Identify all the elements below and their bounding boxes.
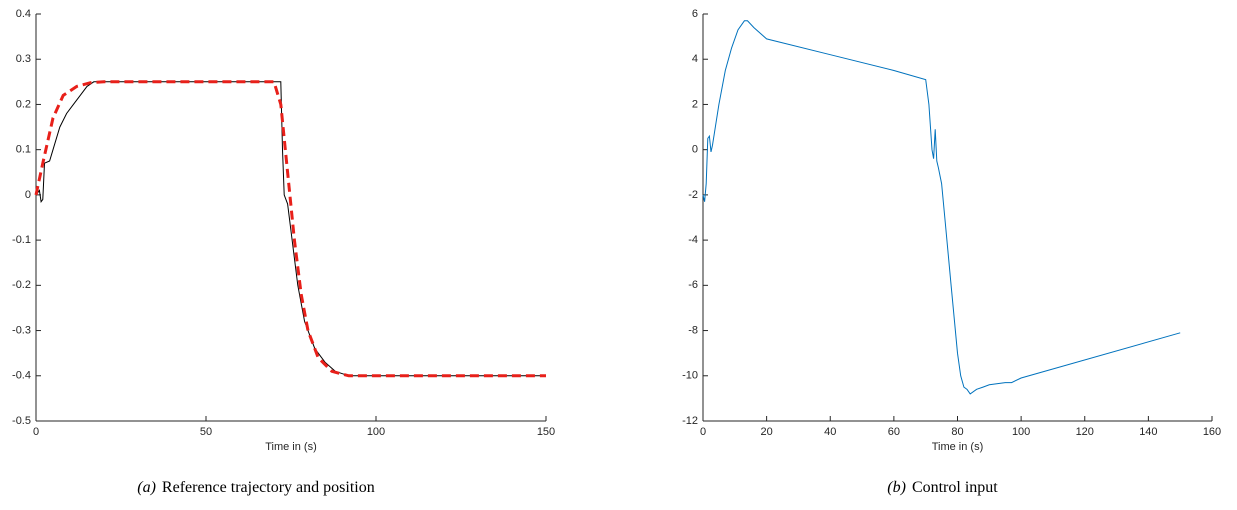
data-line [35, 81, 546, 377]
y-tick-label: 6 [692, 8, 698, 20]
y-tick-label: -0.5 [12, 415, 31, 427]
x-tick-label: 0 [700, 426, 706, 438]
y-tick-label: 0 [692, 144, 698, 156]
y-tick-label: 0.1 [16, 144, 31, 156]
x-tick-label: 100 [367, 426, 385, 438]
y-tick-label: -2 [688, 189, 698, 201]
y-tick-label: -8 [688, 324, 698, 336]
y-tick-label: -10 [682, 370, 698, 382]
x-tick-label: 120 [1076, 426, 1094, 438]
caption: (a) Reference trajectory and position [137, 479, 374, 496]
x-tick-label: 80 [951, 426, 963, 438]
y-tick-label: -0.1 [12, 234, 31, 246]
x-tick-label: 40 [824, 426, 836, 438]
caption-label: (b) [887, 479, 906, 496]
y-tick-label: 2 [692, 98, 698, 110]
data-line [34, 80, 546, 378]
x-axis-label: Time in (s) [265, 441, 317, 453]
y-tick-label: -6 [688, 279, 698, 291]
y-tick-label: 0.2 [16, 98, 31, 110]
caption-text: Control input [912, 479, 998, 496]
x-tick-label: 150 [537, 426, 555, 438]
x-tick-label: 160 [1203, 426, 1221, 438]
data-line [702, 20, 1181, 395]
x-tick-label: 50 [200, 426, 212, 438]
x-tick-label: 140 [1139, 426, 1157, 438]
y-tick-label: 4 [692, 53, 698, 65]
x-tick-label: 20 [761, 426, 773, 438]
caption-label: (a) [137, 479, 156, 496]
x-tick-label: 60 [888, 426, 900, 438]
x-axis-label: Time in (s) [932, 441, 984, 453]
caption: (b) Control input [887, 479, 998, 496]
y-tick-label: 0 [25, 189, 31, 201]
y-tick-label: -0.4 [12, 370, 31, 382]
caption-text: Reference trajectory and position [162, 479, 375, 496]
y-tick-label: -4 [688, 234, 698, 246]
x-tick-label: 100 [1012, 426, 1030, 438]
y-tick-label: 0.4 [16, 8, 31, 20]
x-tick-label: 0 [33, 426, 39, 438]
y-tick-label: 0.3 [16, 53, 31, 65]
y-tick-label: -12 [682, 415, 698, 427]
y-tick-label: -0.2 [12, 279, 31, 291]
y-tick-label: -0.3 [12, 324, 31, 336]
